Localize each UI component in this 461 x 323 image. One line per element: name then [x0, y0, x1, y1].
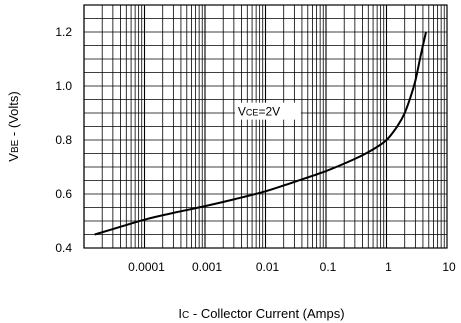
plot-frame: [83, 4, 448, 249]
vbe-curve: [94, 31, 427, 236]
grid-lines: [83, 4, 447, 249]
vce-annotation: VCE=2V: [234, 102, 301, 120]
y-tick-label: 1.0: [55, 79, 72, 93]
x-tick-labels: 0.0001 0.001 0.01 0.1 1 10: [128, 260, 456, 274]
x-axis-label: IC - Collector Current (Amps): [178, 306, 344, 321]
annotation-text: VCE=2V: [238, 105, 280, 119]
y-tick-label: 0.4: [55, 241, 72, 255]
annotation-background: [234, 102, 301, 120]
y-axis-label: VBE - (Volts): [6, 91, 21, 161]
x-tick-label: 1: [385, 260, 392, 274]
x-tick-label: 0.01: [256, 260, 280, 274]
y-tick-label: 0.6: [55, 187, 72, 201]
x-tick-label: 0.001: [192, 260, 222, 274]
x-tick-label: 0.1: [320, 260, 337, 274]
x-tick-label: 0.0001: [128, 260, 165, 274]
y-tick-label: 1.2: [55, 25, 72, 39]
y-tick-labels: 0.4 0.6 0.8 1.0 1.2: [55, 25, 72, 255]
x-tick-label: 10: [442, 260, 456, 274]
y-tick-label: 0.8: [55, 133, 72, 147]
